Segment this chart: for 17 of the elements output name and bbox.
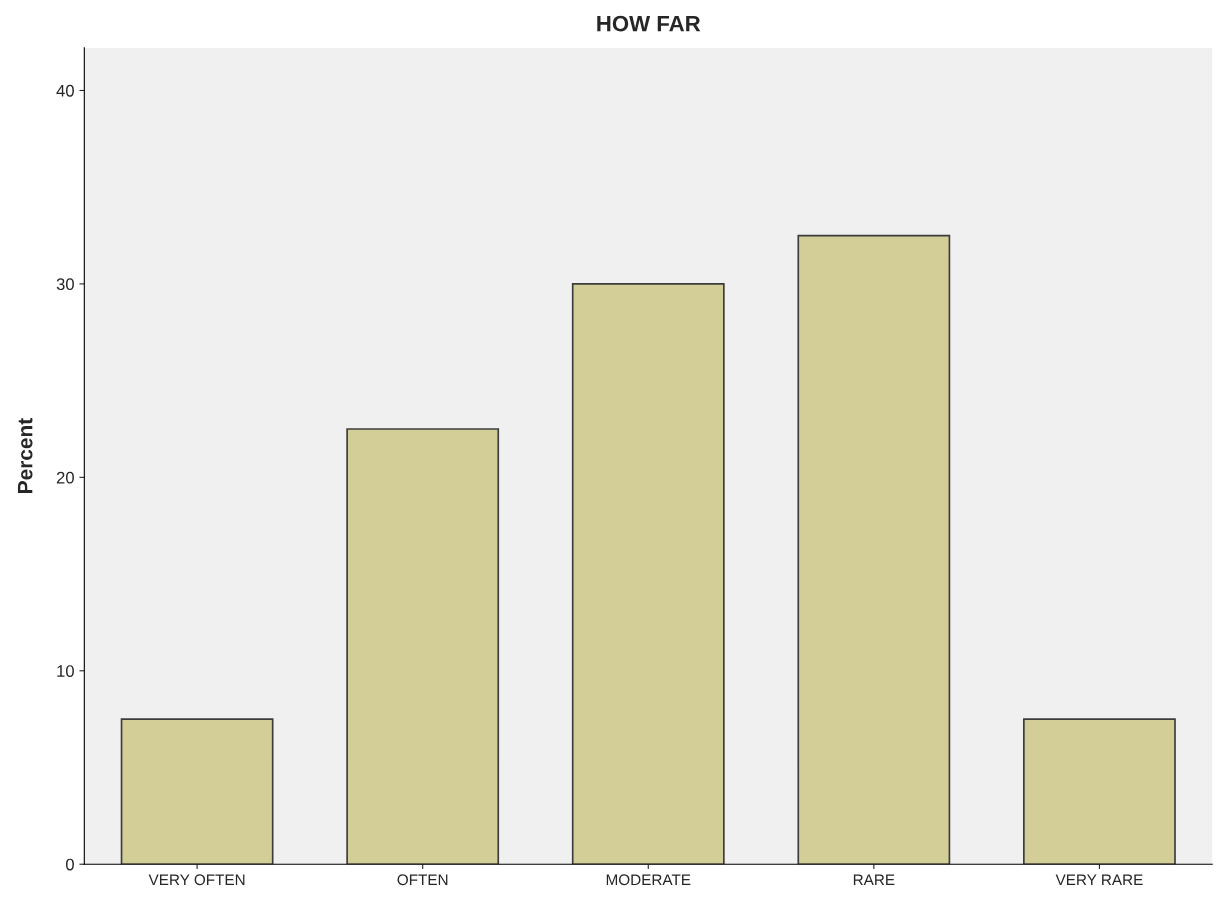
y-tick-label: 20 xyxy=(56,471,74,484)
bar xyxy=(1023,718,1176,865)
y-axis-title: Percent xyxy=(17,418,33,493)
x-tick-label: VERY RARE xyxy=(1055,874,1143,886)
chart-title: HOW FAR xyxy=(597,15,701,32)
bar xyxy=(120,718,274,865)
y-tick-label: 40 xyxy=(56,84,74,97)
bar xyxy=(571,283,725,865)
y-tick-label: 10 xyxy=(57,665,74,677)
x-tick-label: RARE xyxy=(853,874,895,886)
y-tick-label: 0 xyxy=(65,858,74,871)
x-tick-label: MODERATE xyxy=(606,874,691,886)
bar xyxy=(797,234,951,865)
x-tick-label: OFTEN xyxy=(397,874,448,886)
bar xyxy=(346,428,500,865)
x-tick-label: VERY OFTEN xyxy=(148,874,245,886)
y-tick-label: 30 xyxy=(56,278,74,291)
